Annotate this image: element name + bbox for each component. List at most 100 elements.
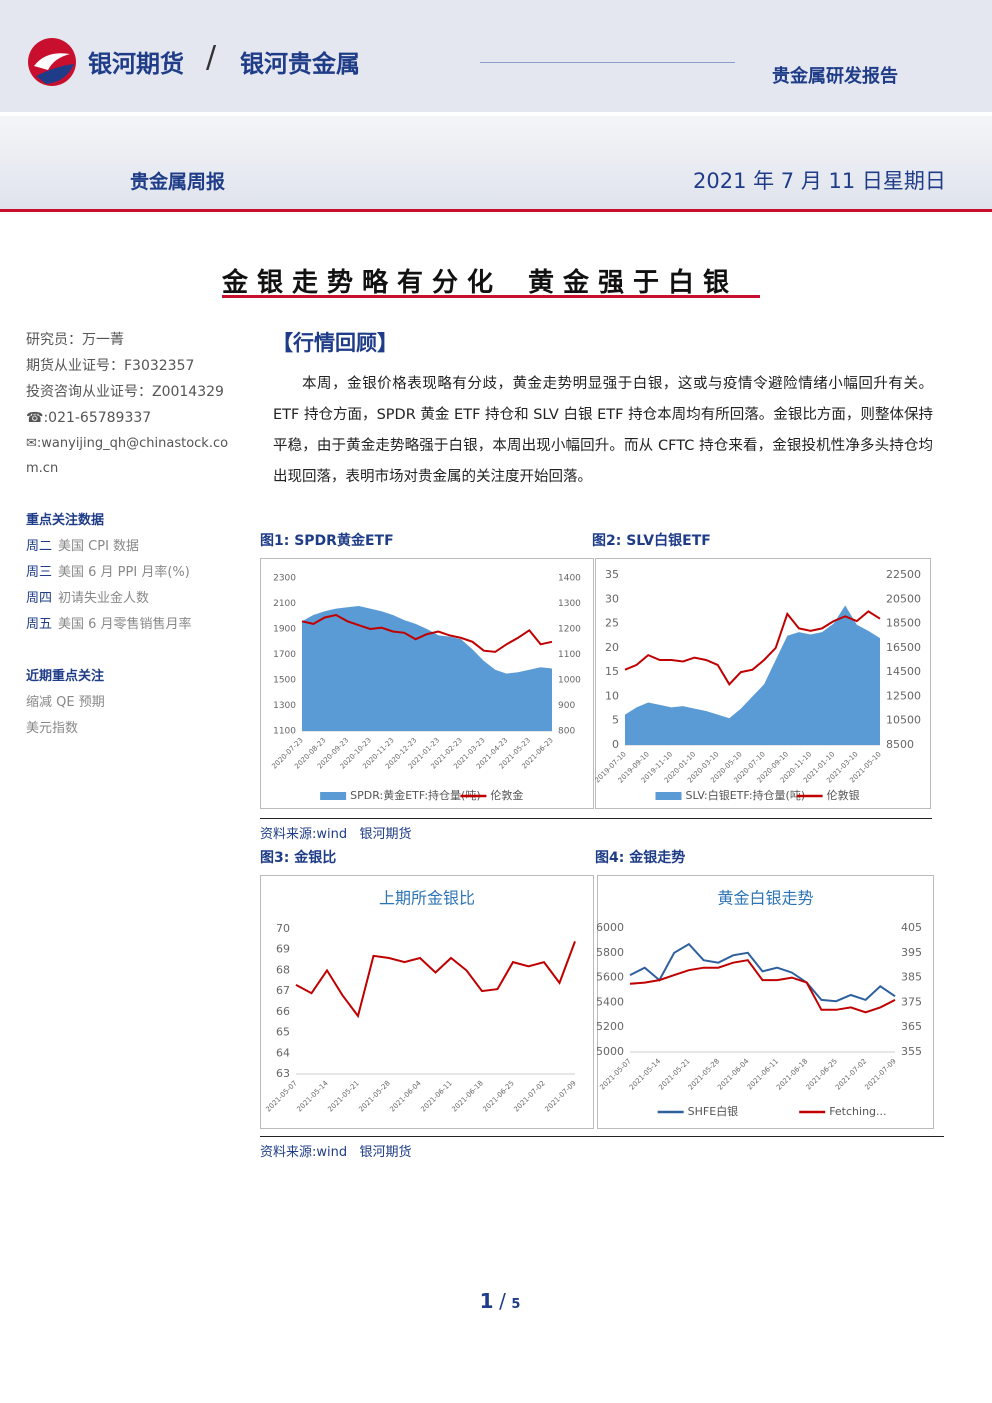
chart-title: 黄金白银走势 (717, 889, 813, 908)
y-tick-label: 6000 (597, 921, 624, 934)
page-number: 1 / 5 (479, 1289, 521, 1313)
license: 期货从业证号：F3032357 (26, 358, 195, 374)
y-tick-label: 5 (612, 714, 619, 727)
y-tick-label: 30 (605, 592, 619, 605)
series-line (629, 959, 896, 1014)
series-line (295, 941, 576, 1019)
title-underline (222, 295, 760, 298)
y-tick-label: 5000 (597, 1045, 624, 1058)
y-tick-label: 20 (605, 641, 619, 654)
legend-label: 伦敦金 (490, 788, 523, 802)
page-total: 5 (511, 1297, 521, 1312)
y-tick-label: 65 (276, 1026, 290, 1039)
y2-tick-label: 375 (901, 995, 922, 1008)
legend-swatch (320, 792, 347, 800)
focus-item: 美国 CPI 数据 (58, 539, 140, 554)
y-tick-label: 67 (276, 984, 290, 997)
y2-tick-label: 800 (558, 727, 575, 737)
y2-tick-label: 1200 (558, 625, 581, 635)
section-heading: 【行情回顾】 (272, 331, 398, 355)
focus-item: 美国 6 月 PPI 月率(%) (58, 565, 190, 580)
y-tick-label: 2100 (273, 599, 296, 609)
focus-item: 初请失业金人数 (58, 591, 150, 606)
page-current: 1 (479, 1289, 494, 1313)
rule (260, 818, 932, 819)
header-line (480, 62, 735, 63)
series-line (301, 613, 553, 653)
report-series: 贵金属周报 (130, 171, 226, 193)
focus-row: 周三 美国 6 月 PPI 月率(%) (26, 560, 246, 586)
chart: 0 5 10 15 20 25 30 35 8500 10500 12500 14500 16500 18… (595, 558, 931, 809)
report-type: 贵金属研发报告 (772, 66, 898, 87)
recent-title: 近期重点关注 (26, 669, 105, 684)
focus-day: 周五 (26, 617, 53, 632)
series-area (302, 606, 552, 731)
y-tick-label: 63 (276, 1067, 290, 1080)
y-tick-label: 25 (605, 617, 619, 630)
y-tick-label: 68 (276, 963, 290, 976)
chart: 黄金白银走势 5000 5200 5400 5600 5800 6000 355 365 375 3… (597, 875, 934, 1129)
focus-day: 周四 (26, 591, 53, 606)
y2-tick-label: 1300 (558, 599, 581, 609)
y2-tick-label: 385 (901, 971, 922, 984)
main-title: 金银走势略有分化 黄金强于白银 (222, 262, 760, 299)
title-part: 金银走势略有分化 (222, 268, 503, 298)
focus-row: 周二 美国 CPI 数据 (26, 534, 246, 560)
legend-label: SHFE白银 (688, 1104, 739, 1118)
y2-tick-label: 395 (901, 946, 922, 959)
recent-item: 缩减 QE 预期 (26, 695, 105, 710)
source: 资料来源:wind 银河期货 (260, 827, 412, 842)
y-tick-label: 5600 (597, 971, 624, 984)
y2-tick-label: 1400 (558, 574, 581, 584)
sidebar-focus: 重点关注数据 周二 美国 CPI 数据 周三 美国 6 月 PPI 月率(%) 周四 初请… (26, 508, 246, 638)
figure-caption: 图4: 金银走势 (595, 850, 686, 866)
chart-frame (597, 875, 934, 1129)
y2-tick-label: 12500 (886, 689, 921, 702)
logo (28, 38, 76, 86)
legend-label: SPDR:黄金ETF:持仓量(吨) (350, 788, 481, 802)
header-band (0, 0, 992, 112)
series-line (624, 610, 881, 686)
y-tick-label: 5800 (597, 946, 624, 959)
source: 资料来源:wind 银河期货 (260, 1145, 412, 1160)
y-tick-label: 1900 (273, 625, 296, 635)
phone-row: ☎:021-65789337 (26, 410, 152, 426)
phone: 021-65789337 (48, 410, 152, 426)
focus-day: 周二 (26, 539, 53, 554)
banner-rule (0, 209, 992, 212)
y-tick-label: 1300 (273, 701, 296, 711)
y2-tick-label: 14500 (886, 665, 921, 678)
figure-caption: 图3: 金银比 (260, 850, 337, 866)
banner-band (0, 116, 992, 210)
sidebar-recent: 近期重点关注 缩减 QE 预期 美元指数 (26, 664, 246, 742)
analyst: 研究员：万一菁 (26, 332, 124, 348)
y-tick-label: 69 (276, 943, 290, 956)
chart: 上期所金银比63646566676869702021-05-072021-05-… (260, 875, 594, 1129)
legend-label: Fetching... (829, 1105, 886, 1118)
y-tick-label: 5200 (597, 1020, 624, 1033)
y-tick-label: 1700 (273, 650, 296, 660)
y2-tick-label: 355 (901, 1045, 922, 1058)
y2-tick-label: 10500 (886, 714, 921, 727)
y-tick-label: 0 (612, 738, 619, 751)
separator: / (206, 40, 217, 75)
y-tick-label: 66 (276, 1005, 290, 1018)
recent-item: 美元指数 (26, 721, 79, 736)
figure-caption: 图1: SPDR黄金ETF (260, 533, 394, 549)
email-row: ✉:wanyijing_qh@chinastock.com.cn (26, 436, 229, 476)
report-date: 2021 年 7 月 11 日星期日 (693, 169, 946, 193)
y2-tick-label: 1000 (558, 676, 581, 686)
y2-tick-label: 20500 (886, 592, 921, 605)
series-line (629, 942, 896, 1003)
series-area (625, 605, 880, 745)
y-tick-label: 1500 (273, 676, 296, 686)
y-tick-label: 35 (605, 568, 619, 581)
title-part: 黄金强于白银 (528, 268, 739, 298)
rule (260, 1136, 944, 1137)
y2-tick-label: 900 (558, 701, 575, 711)
focus-title: 重点关注数据 (26, 513, 105, 528)
y2-tick-label: 1100 (558, 650, 581, 660)
division: 银河贵金属 (240, 50, 360, 78)
y2-tick-label: 365 (901, 1020, 922, 1033)
